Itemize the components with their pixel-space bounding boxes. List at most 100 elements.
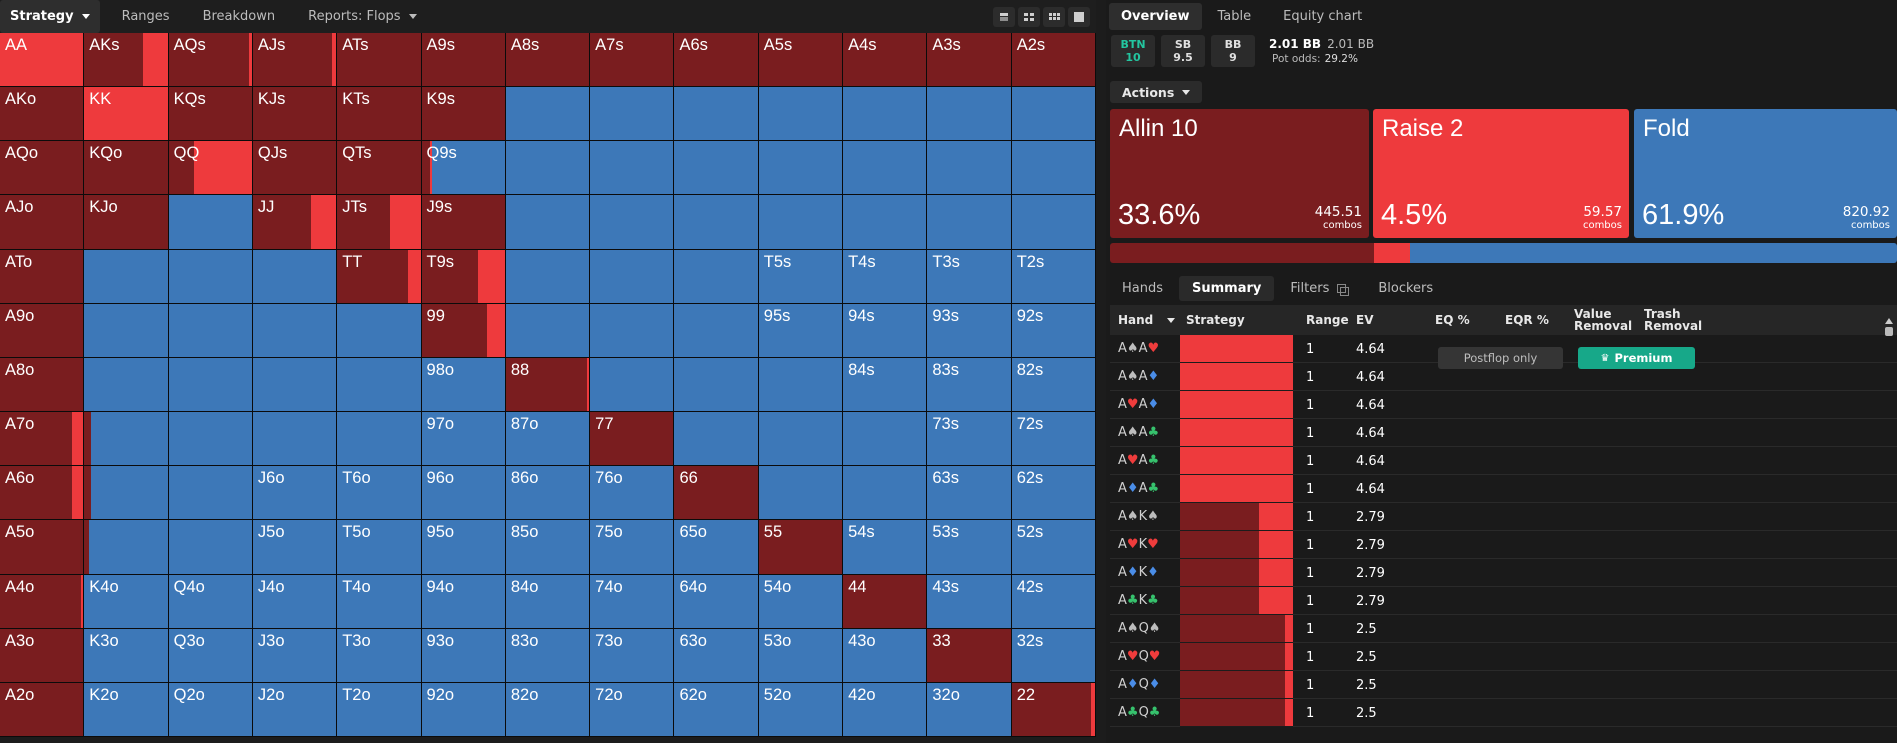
hand-cell[interactable]: Q3o (168, 628, 253, 683)
hand-cell[interactable]: 76o (590, 466, 675, 521)
hand-cell[interactable]: 73o (590, 628, 675, 683)
hand-cell[interactable] (505, 87, 591, 142)
hand-cell[interactable]: J9s (421, 195, 506, 250)
hand-cell[interactable] (168, 195, 253, 250)
hand-cell[interactable] (843, 141, 928, 196)
hand-cell[interactable]: A6o (0, 466, 85, 521)
hand-cell[interactable]: 82o (505, 682, 591, 737)
hand-cell[interactable] (927, 87, 1012, 142)
hand-cell[interactable] (590, 303, 675, 358)
hand-cell[interactable]: 88 (505, 357, 591, 413)
action-card-raise[interactable]: Raise 2 4.5% 59.57 combos (1373, 109, 1629, 238)
hand-cell[interactable]: A9s (421, 33, 506, 88)
hand-cell[interactable]: 84o (505, 574, 591, 629)
compact-view-icon[interactable] (1018, 6, 1040, 27)
hand-cell[interactable]: K4o (84, 574, 169, 629)
tab-strategy[interactable]: Strategy (0, 0, 100, 33)
hand-cell[interactable]: A5o (0, 520, 85, 575)
col-strategy[interactable]: Strategy (1186, 313, 1245, 327)
hand-cell[interactable] (252, 412, 338, 467)
tab-overview[interactable]: Overview (1109, 3, 1202, 30)
table-row[interactable]: A♣Q♣ 1 2.5 (1110, 699, 1897, 727)
hand-cell[interactable]: 87o (505, 412, 591, 467)
hand-cell[interactable]: K3o (84, 628, 169, 683)
tab-table[interactable]: Table (1217, 9, 1252, 24)
table-row[interactable]: A♠A♣ 1 4.64 (1110, 419, 1897, 447)
hand-cell[interactable]: 62o (674, 682, 759, 737)
hand-cell[interactable] (758, 357, 844, 413)
grid-view-icon[interactable] (1043, 6, 1065, 27)
hand-cell[interactable]: 53s (927, 520, 1012, 575)
hand-cell[interactable]: T2s (1011, 249, 1096, 304)
hand-cell[interactable] (590, 195, 675, 250)
table-row[interactable]: A♥A♦ 1 4.64 (1110, 391, 1897, 419)
single-view-icon[interactable] (993, 6, 1015, 27)
hand-cell[interactable]: A8o (0, 357, 85, 413)
hand-cell[interactable]: J3o (252, 628, 338, 683)
tab-summary[interactable]: Summary (1179, 275, 1275, 301)
hand-cell[interactable]: 83o (505, 628, 591, 683)
hand-cell[interactable]: T6o (337, 466, 422, 521)
hand-cell[interactable]: KTs (337, 87, 422, 142)
hand-cell[interactable]: 62s (1011, 466, 1096, 521)
table-scrollbar[interactable] (1884, 318, 1893, 743)
hand-cell[interactable] (505, 303, 591, 358)
hand-cell[interactable]: Q9s (421, 141, 506, 196)
hand-cell[interactable] (168, 303, 253, 358)
hand-cell[interactable]: A4o (0, 574, 85, 629)
premium-button[interactable]: ♛ Premium (1578, 347, 1695, 369)
hand-cell[interactable]: KJo (84, 195, 169, 250)
table-row[interactable]: A♥Q♥ 1 2.5 (1110, 643, 1897, 671)
hand-cell[interactable]: 43o (843, 628, 928, 683)
tab-blockers[interactable]: Blockers (1362, 276, 1449, 301)
hand-cell[interactable]: 64o (674, 574, 759, 629)
hand-cell[interactable] (84, 303, 169, 358)
tab-equity-chart[interactable]: Equity chart (1283, 9, 1363, 24)
hand-cell[interactable]: J6o (252, 466, 338, 521)
hand-cell[interactable]: 92o (421, 682, 506, 737)
hand-cell[interactable]: 52o (758, 682, 844, 737)
full-view-icon[interactable] (1068, 6, 1090, 27)
table-row[interactable]: A♠K♠ 1 2.79 (1110, 503, 1897, 531)
hand-cell[interactable] (758, 412, 844, 467)
hand-cell[interactable] (758, 141, 844, 196)
col-trash-removal[interactable]: Trash Removal (1644, 305, 1702, 335)
tab-ranges[interactable]: Ranges (100, 0, 181, 33)
hand-cell[interactable] (590, 357, 675, 413)
table-row[interactable]: A♦A♣ 1 4.64 (1110, 475, 1897, 503)
hand-cell[interactable]: 54s (843, 520, 928, 575)
hand-cell[interactable] (843, 412, 928, 467)
hand-cell[interactable] (590, 87, 675, 142)
action-card-allin[interactable]: Allin 10 33.6% 445.51 combos (1110, 109, 1369, 238)
hand-cell[interactable] (252, 357, 338, 413)
hand-cell[interactable]: 73s (927, 412, 1012, 467)
hand-cell[interactable] (674, 141, 759, 196)
hand-cell[interactable]: 74o (590, 574, 675, 629)
hand-cell[interactable] (758, 87, 844, 142)
hand-cell[interactable]: 65o (674, 520, 759, 575)
hand-cell[interactable]: 93s (927, 303, 1012, 358)
hand-cell[interactable]: 98o (421, 357, 506, 413)
hand-cell[interactable]: KQo (84, 141, 169, 196)
hand-cell[interactable]: A6s (674, 33, 759, 88)
hand-cell[interactable]: 42o (843, 682, 928, 737)
hand-cell[interactable]: A8s (505, 33, 591, 88)
hand-cell[interactable]: 95s (758, 303, 844, 358)
hand-cell[interactable]: 55 (758, 520, 844, 575)
hand-cell[interactable] (674, 195, 759, 250)
hand-cell[interactable]: J5o (252, 520, 338, 575)
hand-cell[interactable] (252, 303, 338, 358)
hand-cell[interactable] (927, 195, 1012, 250)
hand-cell[interactable]: 66 (674, 466, 759, 521)
hand-cell[interactable] (843, 466, 928, 521)
col-eq[interactable]: EQ % (1435, 313, 1470, 327)
hand-cell[interactable]: 44 (843, 574, 928, 629)
hand-cell[interactable]: 96o (421, 466, 506, 521)
table-row[interactable]: A♦Q♦ 1 2.5 (1110, 671, 1897, 699)
hand-cell[interactable]: 93o (421, 628, 506, 683)
hand-cell[interactable]: 72s (1011, 412, 1096, 467)
hand-cell[interactable]: K2o (84, 682, 169, 737)
hand-cell[interactable]: 95o (421, 520, 506, 575)
hand-cell[interactable]: 85o (505, 520, 591, 575)
hand-cell[interactable]: T9s (421, 249, 506, 304)
